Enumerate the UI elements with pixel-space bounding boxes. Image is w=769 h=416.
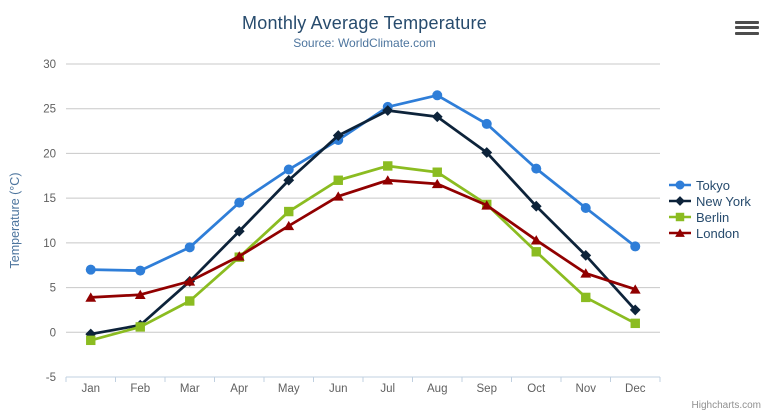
data-point-marker[interactable]: [481, 118, 492, 129]
data-point-marker[interactable]: [383, 161, 393, 171]
hamburger-icon: [735, 20, 759, 35]
data-point-marker[interactable]: [283, 174, 295, 186]
data-point-marker[interactable]: [184, 242, 195, 253]
data-point-marker[interactable]: [85, 328, 97, 340]
data-point-marker[interactable]: [531, 247, 541, 257]
data-point-marker[interactable]: [431, 111, 443, 123]
series-line-london[interactable]: [89, 178, 637, 299]
data-point-marker[interactable]: [629, 304, 641, 316]
x-axis-label: Sep: [477, 383, 497, 395]
data-point-marker[interactable]: [332, 191, 344, 201]
y-axis-label: 20: [43, 148, 56, 160]
data-point-marker[interactable]: [382, 105, 394, 116]
data-point-marker[interactable]: [580, 268, 592, 278]
export-menu-button[interactable]: [734, 19, 760, 36]
legend-label: Berlin: [696, 209, 730, 225]
legend-label: New York: [696, 193, 751, 209]
x-axis-label: May: [278, 383, 300, 395]
credits-link[interactable]: Highcharts.com: [691, 400, 761, 411]
y-axis-label: 25: [43, 104, 56, 116]
data-point-marker[interactable]: [233, 225, 245, 237]
data-point-marker[interactable]: [135, 265, 146, 276]
data-point-marker[interactable]: [283, 164, 294, 175]
data-point-marker[interactable]: [233, 251, 245, 261]
data-point-marker[interactable]: [135, 322, 145, 332]
legend-label: Tokyo: [696, 177, 730, 193]
data-point-marker[interactable]: [332, 130, 344, 141]
x-axis-label: Apr: [230, 383, 248, 395]
triangle-legend-icon: [669, 228, 691, 237]
x-axis-label: Oct: [527, 383, 546, 395]
y-axis-title: Temperature (°C): [8, 173, 22, 269]
data-point-marker[interactable]: [630, 241, 641, 252]
data-point-marker[interactable]: [531, 163, 542, 174]
chart-title: Monthly Average Temperature: [242, 13, 487, 33]
data-point-marker[interactable]: [530, 235, 542, 245]
x-axis-label: Jul: [380, 383, 395, 395]
data-point-marker[interactable]: [333, 175, 343, 185]
data-point-marker[interactable]: [284, 206, 294, 217]
data-point-marker[interactable]: [675, 196, 685, 206]
data-point-marker[interactable]: [675, 228, 685, 237]
legend-label: London: [696, 225, 740, 241]
legend: Tokyo New York Berlin London: [669, 177, 751, 241]
data-point-marker[interactable]: [85, 264, 96, 275]
x-axis-label: Jun: [329, 383, 348, 395]
diamond-legend-icon: [669, 196, 691, 206]
x-axis-label: Jan: [81, 383, 100, 395]
y-axis-label: 10: [43, 238, 56, 250]
data-point-marker[interactable]: [431, 178, 443, 189]
y-axis-label: -5: [46, 372, 56, 384]
data-point-marker[interactable]: [234, 197, 245, 208]
data-point-marker[interactable]: [283, 220, 295, 231]
x-axis-label: Dec: [625, 383, 646, 395]
legend-item-london[interactable]: London: [669, 225, 751, 241]
data-point-marker[interactable]: [581, 292, 591, 303]
data-point-marker[interactable]: [481, 147, 493, 158]
data-point-marker[interactable]: [432, 90, 443, 101]
data-point-marker[interactable]: [580, 249, 592, 261]
series-line-new-york[interactable]: [89, 109, 637, 336]
x-axis-label: Aug: [427, 383, 447, 395]
legend-item-new-york[interactable]: New York: [669, 193, 751, 209]
data-point-marker[interactable]: [481, 200, 493, 210]
data-point-marker[interactable]: [184, 276, 196, 286]
data-point-marker[interactable]: [629, 284, 641, 294]
series-line-berlin[interactable]: [89, 164, 637, 342]
legend-item-tokyo[interactable]: Tokyo: [669, 177, 751, 193]
data-point-marker[interactable]: [530, 200, 542, 212]
square-legend-icon: [669, 212, 691, 222]
data-point-marker[interactable]: [432, 167, 442, 177]
data-point-marker[interactable]: [630, 318, 640, 329]
data-point-marker[interactable]: [86, 335, 96, 346]
x-axis-label: Nov: [576, 383, 597, 395]
y-axis-label: 30: [43, 59, 56, 71]
data-point-marker[interactable]: [185, 296, 195, 306]
chart-subtitle: Source: WorldClimate.com: [293, 36, 436, 50]
data-point-marker[interactable]: [85, 292, 97, 302]
data-point-marker[interactable]: [134, 289, 146, 300]
data-point-marker[interactable]: [675, 212, 685, 222]
x-axis-label: Feb: [130, 383, 150, 395]
x-axis-label: Mar: [180, 383, 200, 395]
circle-legend-icon: [669, 180, 691, 190]
y-axis-label: 5: [50, 283, 56, 295]
data-point-marker[interactable]: [580, 202, 591, 213]
y-axis-label: 15: [43, 193, 56, 205]
data-point-marker[interactable]: [675, 180, 685, 190]
data-point-marker[interactable]: [382, 175, 394, 185]
legend-item-berlin[interactable]: Berlin: [669, 209, 751, 225]
y-axis-label: 0: [50, 327, 56, 339]
